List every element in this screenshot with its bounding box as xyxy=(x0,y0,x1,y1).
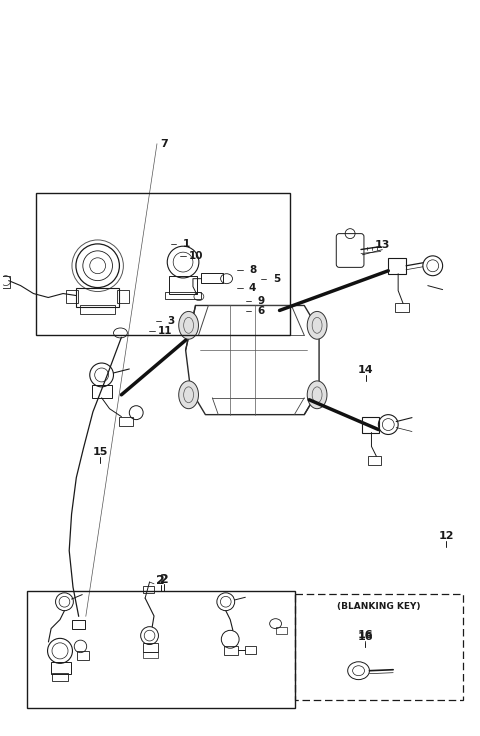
Text: 5: 5 xyxy=(273,274,280,284)
Bar xyxy=(76,288,120,308)
Bar xyxy=(51,662,71,674)
Text: 3: 3 xyxy=(168,316,175,326)
Bar xyxy=(388,258,406,274)
Bar xyxy=(395,303,409,312)
Bar xyxy=(120,417,133,425)
Text: 10: 10 xyxy=(189,250,203,261)
Text: 2: 2 xyxy=(160,573,168,587)
Text: 16: 16 xyxy=(358,630,373,640)
Bar xyxy=(36,193,290,335)
Bar xyxy=(144,651,157,658)
Bar xyxy=(361,417,379,433)
Text: 11: 11 xyxy=(157,327,172,336)
Bar xyxy=(165,292,201,299)
Bar xyxy=(295,595,463,701)
Bar xyxy=(52,673,68,682)
Text: 12: 12 xyxy=(439,531,454,541)
Bar xyxy=(201,273,223,283)
Ellipse shape xyxy=(307,311,327,339)
Bar xyxy=(169,276,197,294)
Bar xyxy=(66,289,78,303)
Text: 9: 9 xyxy=(258,296,265,305)
Bar xyxy=(144,643,157,651)
Text: 6: 6 xyxy=(258,306,265,316)
Bar xyxy=(77,651,89,659)
Bar xyxy=(144,586,154,592)
Bar xyxy=(245,646,256,654)
Bar xyxy=(0,276,10,288)
Text: 2: 2 xyxy=(156,574,165,587)
Text: 14: 14 xyxy=(358,365,373,375)
Ellipse shape xyxy=(179,311,199,339)
Text: 4: 4 xyxy=(249,283,256,293)
Bar xyxy=(369,456,381,465)
Text: 1: 1 xyxy=(182,238,190,249)
Text: 16: 16 xyxy=(358,631,373,642)
Ellipse shape xyxy=(307,381,327,408)
Bar xyxy=(80,305,116,314)
Bar xyxy=(26,591,295,707)
Bar xyxy=(224,646,238,655)
Text: 13: 13 xyxy=(375,240,390,250)
Text: (BLANKING KEY): (BLANKING KEY) xyxy=(337,602,420,612)
Bar xyxy=(118,289,129,303)
Text: 7: 7 xyxy=(160,139,168,149)
Bar xyxy=(276,627,288,634)
Bar xyxy=(92,385,111,397)
Text: 8: 8 xyxy=(249,265,256,275)
Text: 15: 15 xyxy=(92,447,108,457)
Bar xyxy=(72,620,85,629)
Ellipse shape xyxy=(179,381,199,408)
